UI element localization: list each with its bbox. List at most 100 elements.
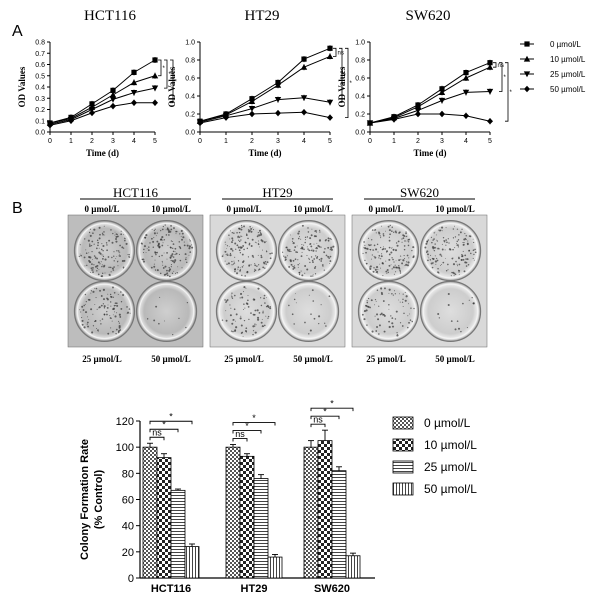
colony-dot xyxy=(141,243,143,245)
sig-bracket xyxy=(310,423,326,428)
x-tick-label: 2 xyxy=(416,138,420,145)
colony-dot xyxy=(224,260,226,262)
colony-dot xyxy=(88,260,92,264)
sig-bracket xyxy=(333,47,337,57)
colony-dot xyxy=(466,242,469,245)
dose-label: 25 µmol/L xyxy=(82,354,121,364)
colony-dot xyxy=(262,325,264,327)
colony-dot xyxy=(245,327,248,330)
y-tick-label: 0.8 xyxy=(35,40,45,47)
colony-dot xyxy=(225,253,227,256)
colony-dot xyxy=(109,315,111,317)
x-tick-label: 0 xyxy=(48,138,52,145)
colony-dot xyxy=(165,229,167,231)
colony-dot xyxy=(451,271,453,274)
dose-label: 50 µmol/L xyxy=(151,354,190,364)
colony-dot xyxy=(172,333,174,336)
colony-dot xyxy=(84,265,86,267)
bar xyxy=(225,446,241,579)
dose-label: 0 µmol/L xyxy=(369,204,404,214)
colony-dot xyxy=(170,259,172,262)
colony-dot xyxy=(112,307,116,310)
colony-dot xyxy=(162,267,165,269)
bar xyxy=(253,478,269,579)
colony-dot xyxy=(329,255,332,258)
colony-dot xyxy=(169,257,172,259)
colony-dot xyxy=(380,258,382,260)
colony-dot xyxy=(393,231,395,233)
colony-dot xyxy=(122,247,125,249)
colony-dot xyxy=(325,254,328,257)
colony-dot xyxy=(239,246,242,249)
colony-dot xyxy=(410,307,412,309)
well-rim xyxy=(139,223,194,279)
colony-dot xyxy=(247,229,250,231)
well xyxy=(135,220,198,282)
colony-dot xyxy=(118,325,121,328)
colony-dot xyxy=(239,317,242,320)
y-tick-label: 0.4 xyxy=(35,85,45,92)
colony-dot xyxy=(263,241,266,244)
colony-dot xyxy=(405,295,408,298)
colony-dot xyxy=(292,259,295,262)
colony-dot xyxy=(398,293,400,295)
colony-dot xyxy=(364,244,366,246)
colony-dot xyxy=(424,246,427,249)
colony-dot xyxy=(379,246,382,249)
x-tick-label: 2 xyxy=(90,138,94,145)
colony-dot xyxy=(178,241,180,243)
colony-dot xyxy=(166,258,168,260)
colony-dot xyxy=(94,256,97,259)
colony-dot xyxy=(437,229,439,231)
colony-dot xyxy=(153,319,156,322)
colony-dot xyxy=(458,234,460,236)
well-rim xyxy=(423,283,478,339)
colony-dot xyxy=(238,239,240,241)
well-dish xyxy=(277,280,340,342)
legend-label: 10 µmol/L xyxy=(550,55,586,64)
colony-dot xyxy=(376,271,379,273)
x-tick-label: 4 xyxy=(302,138,306,145)
colony-dot xyxy=(84,293,87,296)
colony-dot xyxy=(245,302,248,305)
colony-dot xyxy=(427,256,429,258)
colony-dot xyxy=(103,305,106,308)
colony-dot xyxy=(86,264,88,267)
series-line xyxy=(369,113,491,124)
colony-dot xyxy=(411,249,413,252)
colony-dot xyxy=(95,247,98,250)
colony-dot xyxy=(99,262,101,264)
colony-dot xyxy=(330,246,333,249)
colony-dot xyxy=(308,258,311,260)
colony-dot xyxy=(390,251,393,254)
colony-dot xyxy=(384,248,387,250)
colony-dot xyxy=(452,263,456,266)
colony-dot xyxy=(250,244,253,248)
colony-dot xyxy=(450,275,452,277)
colony-dot xyxy=(474,248,476,251)
colony-dot xyxy=(101,264,103,266)
colony-dot xyxy=(366,301,369,304)
colony-dot xyxy=(231,292,233,294)
colony-dot xyxy=(230,330,233,332)
colony-dot xyxy=(429,254,432,256)
colony-dot xyxy=(401,301,404,303)
legend-label: 50 µmol/L xyxy=(550,85,586,94)
colony-dot xyxy=(292,241,295,245)
sig-bracket xyxy=(493,62,497,68)
colony-dot xyxy=(175,230,178,233)
colony-dot xyxy=(472,302,475,305)
bar xyxy=(156,457,172,579)
colony-dot xyxy=(379,235,381,237)
data-point xyxy=(89,109,95,117)
colony-dot xyxy=(86,323,88,325)
colony-dot xyxy=(158,322,160,325)
colony-dot xyxy=(378,305,380,307)
colony-title: SW620 xyxy=(400,185,439,200)
colony-dot xyxy=(243,319,246,322)
colony-dot xyxy=(260,304,263,307)
colony-dot xyxy=(378,257,380,259)
colony-dot xyxy=(96,257,98,260)
colony-dot xyxy=(120,301,123,303)
